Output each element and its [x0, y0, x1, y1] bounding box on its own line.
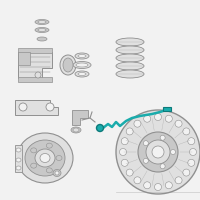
Bar	[18, 48, 52, 53]
Ellipse shape	[154, 184, 162, 190]
Ellipse shape	[37, 37, 47, 41]
Ellipse shape	[25, 140, 65, 176]
Ellipse shape	[17, 133, 73, 183]
Ellipse shape	[60, 55, 76, 75]
Bar	[163, 107, 171, 111]
Ellipse shape	[46, 143, 52, 148]
Ellipse shape	[144, 182, 151, 189]
Ellipse shape	[143, 141, 148, 146]
Ellipse shape	[55, 171, 59, 175]
Ellipse shape	[160, 135, 165, 140]
Bar	[18, 77, 52, 82]
Polygon shape	[72, 110, 88, 125]
Ellipse shape	[120, 148, 127, 156]
Polygon shape	[18, 52, 52, 78]
Ellipse shape	[190, 148, 196, 156]
Ellipse shape	[121, 159, 128, 166]
Ellipse shape	[144, 115, 151, 122]
Ellipse shape	[78, 54, 86, 58]
Ellipse shape	[170, 150, 176, 154]
Ellipse shape	[96, 124, 104, 132]
Ellipse shape	[53, 170, 61, 176]
Ellipse shape	[73, 62, 91, 68]
Polygon shape	[15, 100, 58, 115]
Ellipse shape	[16, 158, 21, 162]
Ellipse shape	[165, 115, 172, 122]
Ellipse shape	[116, 110, 200, 194]
Ellipse shape	[116, 62, 144, 70]
Ellipse shape	[116, 70, 144, 78]
Ellipse shape	[71, 127, 81, 133]
Polygon shape	[15, 145, 22, 172]
Ellipse shape	[188, 159, 195, 166]
Ellipse shape	[16, 166, 21, 170]
Polygon shape	[18, 52, 30, 65]
Ellipse shape	[16, 148, 21, 152]
Ellipse shape	[126, 128, 133, 135]
Ellipse shape	[73, 128, 79, 132]
Ellipse shape	[35, 20, 49, 24]
Ellipse shape	[183, 128, 190, 135]
Ellipse shape	[143, 158, 148, 163]
Ellipse shape	[75, 53, 89, 59]
Ellipse shape	[160, 164, 165, 169]
Ellipse shape	[38, 21, 46, 23]
Ellipse shape	[154, 114, 162, 120]
Ellipse shape	[76, 63, 88, 67]
Ellipse shape	[46, 103, 54, 111]
Ellipse shape	[146, 140, 170, 164]
Ellipse shape	[152, 146, 164, 158]
Ellipse shape	[78, 72, 86, 75]
Ellipse shape	[63, 58, 73, 72]
Ellipse shape	[35, 27, 49, 32]
Ellipse shape	[175, 177, 182, 184]
Ellipse shape	[35, 149, 55, 167]
Ellipse shape	[116, 38, 144, 46]
Ellipse shape	[134, 177, 141, 184]
Ellipse shape	[126, 169, 133, 176]
Ellipse shape	[19, 103, 27, 111]
Ellipse shape	[116, 54, 144, 62]
Ellipse shape	[165, 182, 172, 189]
Ellipse shape	[40, 154, 50, 162]
Ellipse shape	[35, 72, 41, 78]
Ellipse shape	[116, 46, 144, 54]
Ellipse shape	[121, 138, 128, 145]
Ellipse shape	[175, 120, 182, 127]
Ellipse shape	[188, 138, 195, 145]
Ellipse shape	[38, 28, 46, 31]
Ellipse shape	[75, 71, 89, 77]
Ellipse shape	[31, 148, 37, 153]
Ellipse shape	[46, 168, 52, 173]
Ellipse shape	[134, 120, 141, 127]
Ellipse shape	[31, 163, 37, 168]
Ellipse shape	[183, 169, 190, 176]
Ellipse shape	[138, 132, 178, 172]
Ellipse shape	[56, 156, 62, 160]
